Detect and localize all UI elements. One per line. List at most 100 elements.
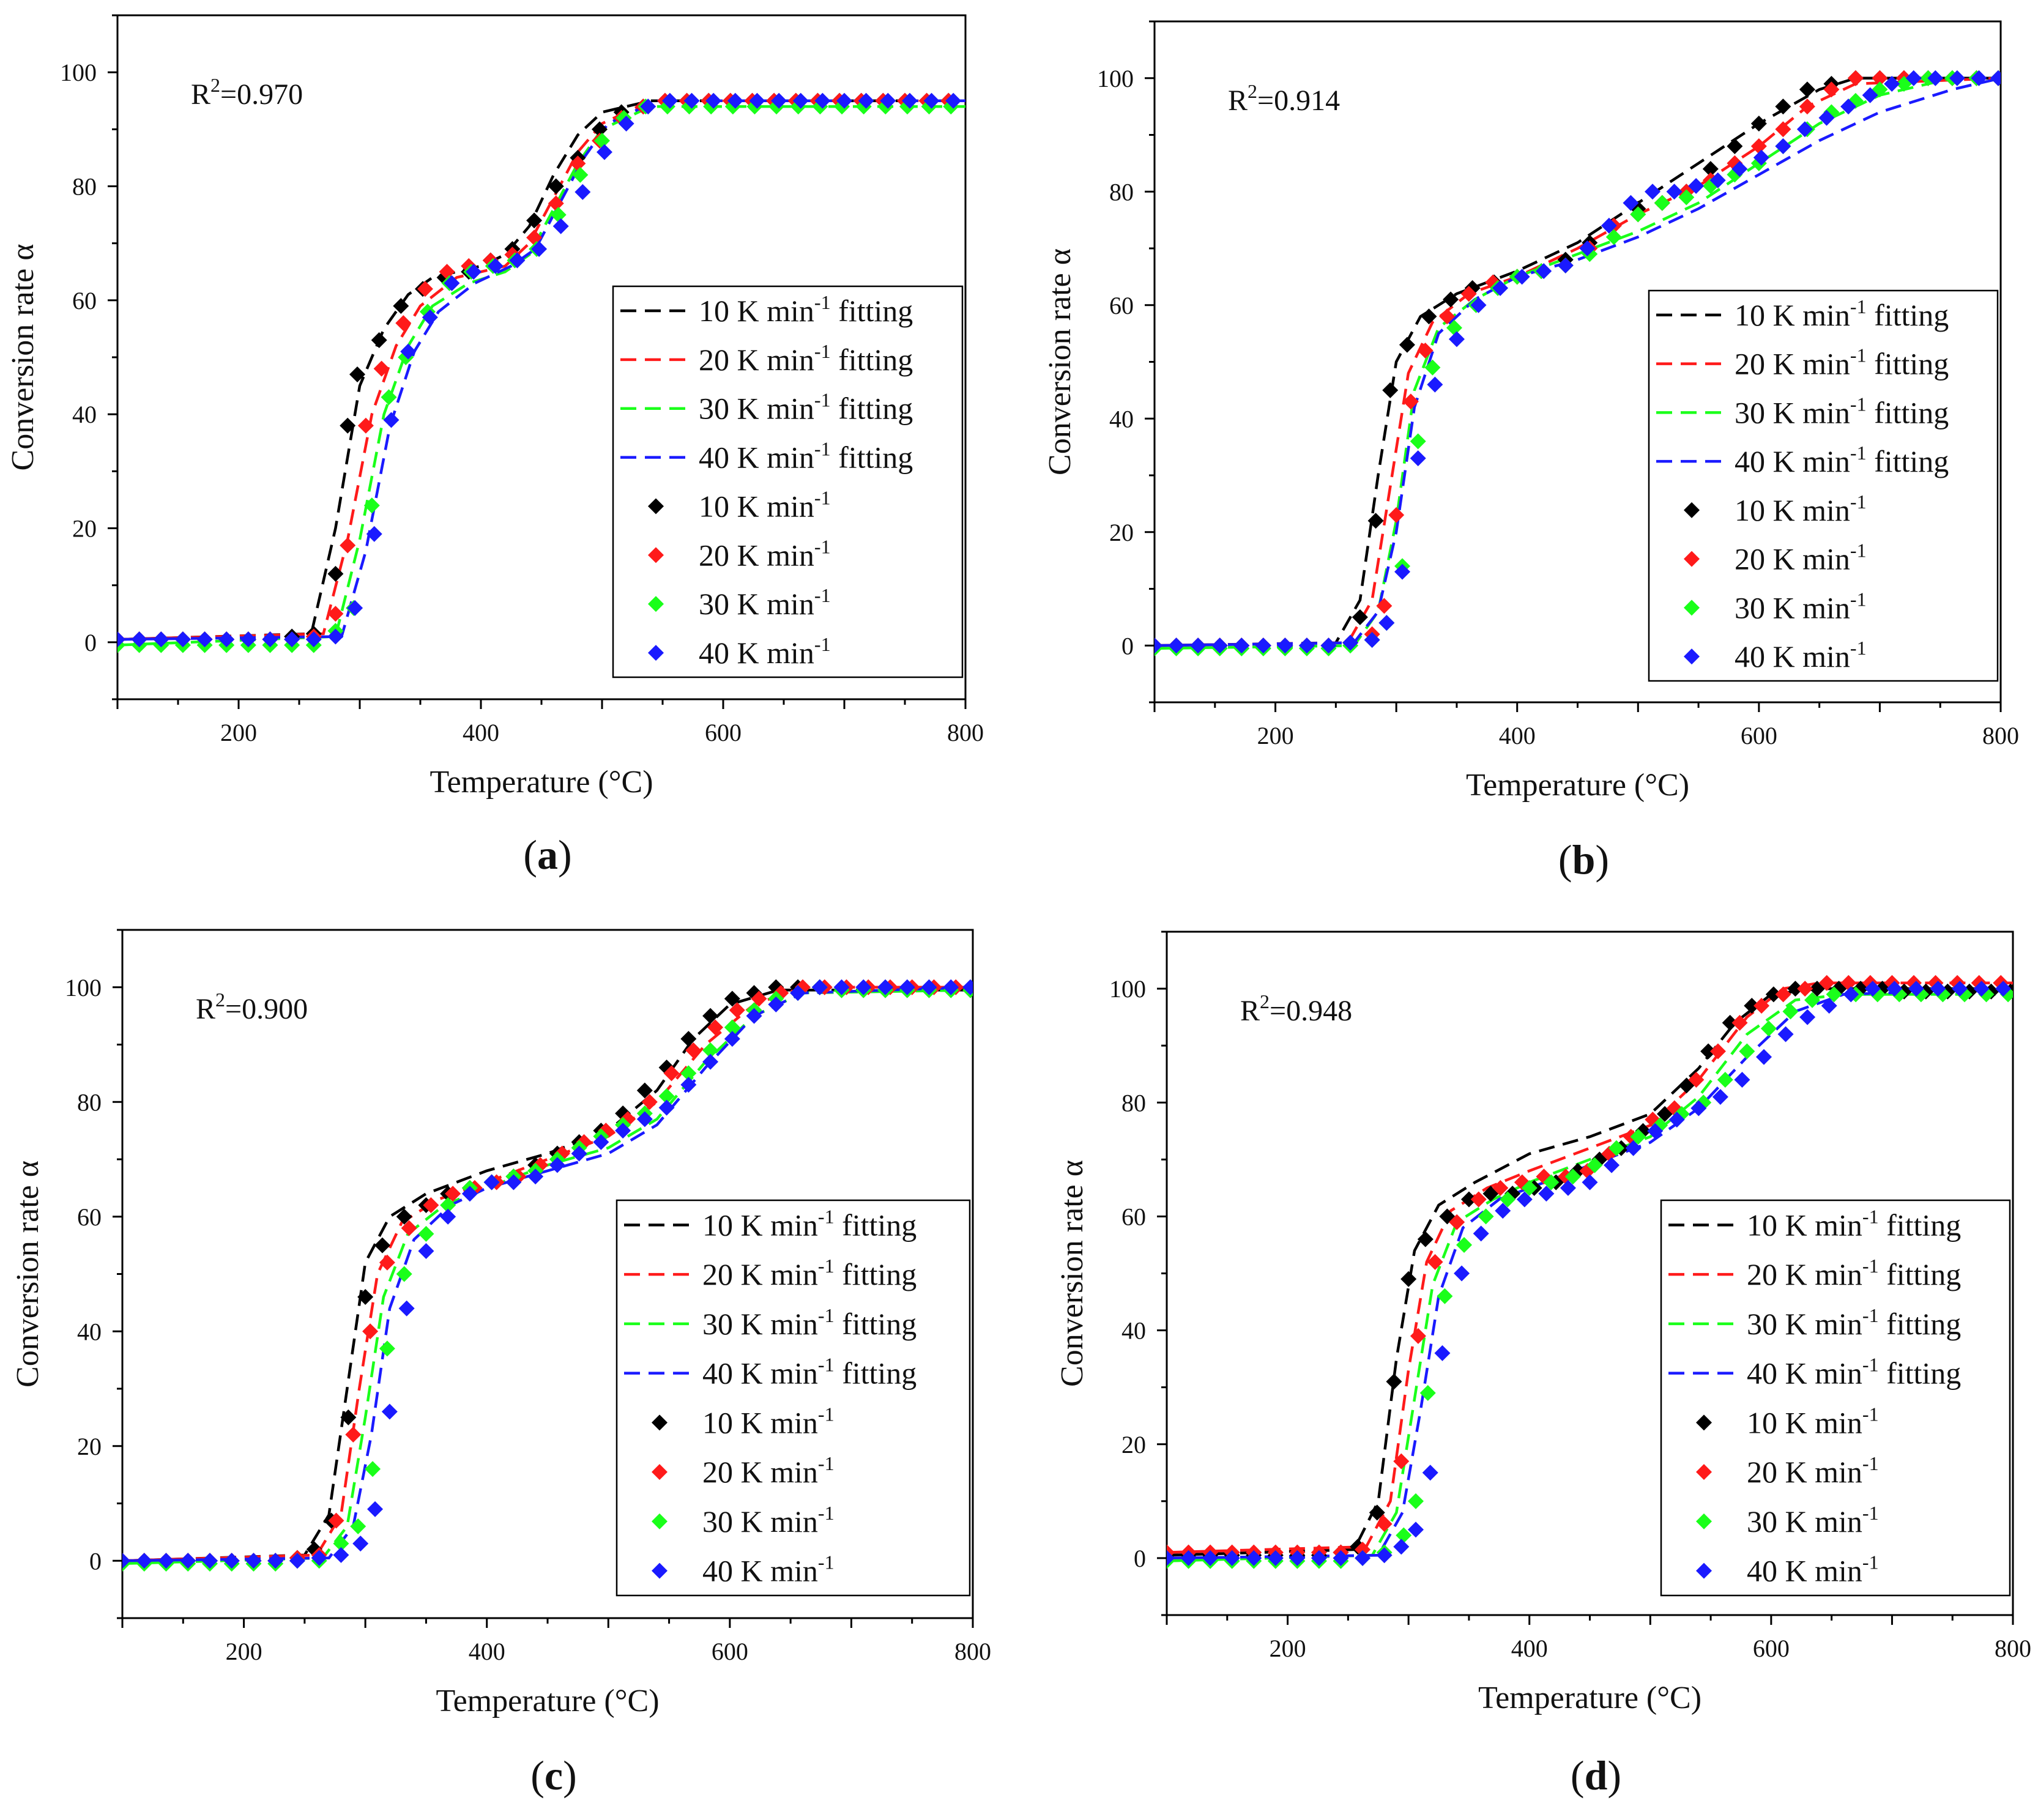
data-point-40K (962, 979, 973, 995)
data-point-30K (1826, 986, 1842, 1003)
data-point-40K (1211, 637, 1228, 654)
data-point-40K (117, 631, 125, 648)
data-point-10K (1417, 1231, 1434, 1247)
data-point-10K (1744, 998, 1760, 1014)
data-point-40K (1990, 70, 2001, 86)
data-point-30K (1608, 1140, 1624, 1156)
y-axis-title: Conversion rate α (1043, 248, 1077, 475)
data-point-40K (1557, 257, 1574, 273)
data-point-40K (1668, 1112, 1685, 1128)
data-point-20K (1417, 342, 1434, 358)
data-point-40K (792, 92, 809, 109)
data-point-40K (1514, 269, 1530, 285)
legend-label: 20 K min-1 (702, 1452, 835, 1489)
y-tick-label: 100 (60, 59, 97, 86)
data-point-40K (1422, 1465, 1438, 1481)
legend-label: 30 K min-1 fitting (702, 1304, 917, 1341)
x-tick-label: 200 (1257, 722, 1294, 749)
data-point-40K (245, 1553, 262, 1569)
data-point-30K (1739, 1043, 1755, 1060)
data-point-20K (379, 1254, 395, 1271)
data-point-40K (1560, 1179, 1576, 1196)
legend-label: 40 K min-1 (1747, 1551, 1879, 1588)
legend-marker (652, 1562, 668, 1579)
legend-label: 30 K min-1 fitting (699, 389, 913, 426)
data-point-40K (1394, 563, 1411, 580)
data-point-40K (1712, 1088, 1728, 1105)
x-tick-label: 600 (705, 719, 742, 746)
legend-label: 10 K min-1 (1747, 1403, 1879, 1439)
legend-label: 10 K min-1 fitting (1735, 295, 1949, 332)
data-point-40K (790, 985, 806, 1001)
data-point-10K (393, 298, 409, 314)
data-point-40K (1843, 986, 1859, 1003)
legend-label: 20 K min-1 fitting (1747, 1255, 1961, 1291)
data-point-20K (1823, 81, 1840, 98)
data-point-10K (1421, 308, 1437, 325)
data-point-40K (1233, 637, 1250, 654)
data-point-40K (1753, 149, 1769, 166)
fit-line-40K (1167, 987, 2013, 1560)
data-point-40K (858, 92, 874, 109)
data-point-40K (333, 1547, 349, 1563)
data-point-40K (1246, 1550, 1262, 1566)
data-point-40K (400, 343, 417, 360)
data-point-20K (1775, 121, 1791, 138)
data-point-30K (1521, 1179, 1538, 1196)
data-point-40K (880, 92, 896, 109)
data-point-40K (1949, 70, 1965, 86)
data-point-40K (1538, 1186, 1555, 1202)
data-point-20K (417, 281, 433, 297)
data-point-40K (1364, 631, 1380, 648)
data-point-20K (1376, 598, 1393, 614)
data-point-20K (641, 1094, 658, 1110)
data-point-40K (131, 631, 147, 648)
r-squared-label: R2=0.970 (191, 74, 303, 111)
panel-label: (d) (1571, 1752, 1621, 1799)
legend-label: 10 K min-1 (1735, 491, 1867, 527)
y-tick-label: 40 (72, 401, 97, 428)
data-point-40K (683, 92, 700, 109)
data-point-30K (1782, 1003, 1799, 1020)
data-point-20K (327, 606, 344, 622)
legend-label: 40 K min-1 fitting (1735, 442, 1949, 478)
y-tick-label: 100 (1097, 65, 1134, 92)
data-point-10K (1367, 513, 1384, 529)
data-point-20K (439, 264, 455, 280)
data-point-30K (396, 1266, 412, 1282)
legend-marker (648, 645, 664, 661)
data-point-10K (1727, 138, 1743, 155)
y-tick-label: 60 (72, 287, 97, 314)
data-point-40K (1342, 634, 1359, 651)
data-point-40K (1647, 1123, 1664, 1139)
y-tick-label: 80 (77, 1088, 102, 1116)
data-point-40K (615, 1123, 631, 1139)
chart-panel-b: 200 400 600 800 0 20 40 60 80 100 Temperature (°C)… (1043, 20, 2019, 883)
data-point-20K (663, 1065, 680, 1082)
data-point-40K (311, 1550, 327, 1566)
data-point-40K (943, 979, 959, 995)
data-point-40K (833, 979, 850, 995)
data-point-40K (923, 92, 940, 109)
legend-marker (652, 1464, 668, 1480)
y-tick-label: 60 (1109, 292, 1134, 319)
data-point-40K (527, 1168, 544, 1185)
data-point-40K (1731, 161, 1748, 177)
data-point-40K (640, 98, 656, 115)
legend-label: 20 K min-1 fitting (699, 340, 913, 377)
y-tick-label: 100 (65, 974, 102, 1001)
data-point-40K (262, 631, 278, 648)
data-point-30K (1630, 206, 1646, 223)
data-point-40K (1582, 1174, 1598, 1190)
data-point-30K (1478, 1208, 1494, 1225)
data-point-40K (1224, 1550, 1240, 1566)
data-point-40K (1927, 70, 1944, 86)
fit-line-30K (1167, 993, 2013, 1562)
data-point-40K (1579, 240, 1596, 256)
data-point-20K (526, 229, 543, 246)
legend-label: 20 K min-1 (1735, 540, 1867, 576)
x-tick-label: 400 (469, 1638, 505, 1665)
data-point-40K (877, 979, 894, 995)
data-point-10K (1765, 986, 1782, 1003)
data-point-40K (347, 600, 363, 616)
